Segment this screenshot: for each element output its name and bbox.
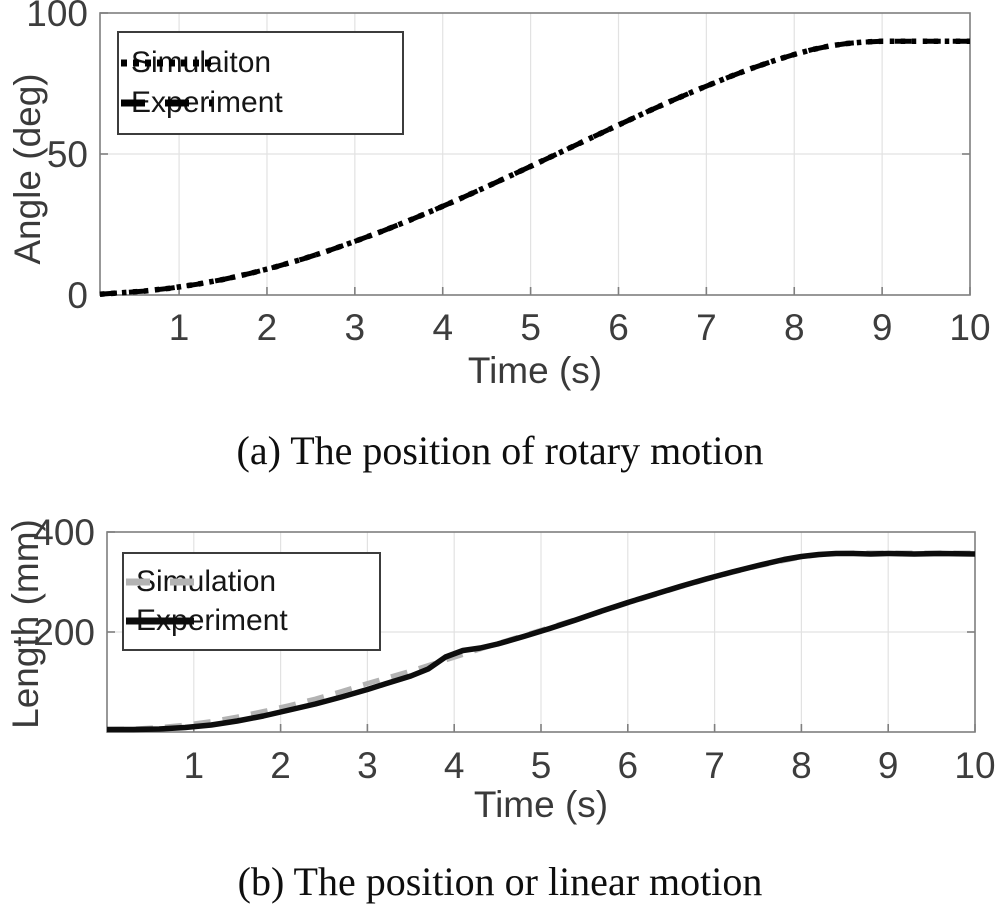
x-tick-label: 1 [184,745,205,786]
x-tick-label: 4 [444,745,465,786]
x-tick-label: 1 [169,307,190,348]
legend-label: Simulaiton [131,45,272,79]
y-tick-label: 100 [26,0,88,34]
rotary-x-axis-label: Time (s) [467,350,603,391]
linear-y-axis-label: Length (mm) [5,519,46,729]
caption-a: (a) The position of rotary motion [236,428,764,473]
linear-legend: Simulation Experiment [122,552,381,651]
legend-item-simulaiton: Simulaiton [121,45,394,79]
experiment-line-sample [121,99,212,107]
y-tick-label: 0 [67,275,88,316]
y-tick-label: 400 [33,512,95,553]
x-tick-label: 9 [872,307,893,348]
series-experiment-line [107,550,976,733]
x-tick-label: 7 [696,307,717,348]
x-tick-label: 8 [791,745,812,786]
x-tick-label: 3 [345,307,366,348]
x-tick-label: 5 [520,307,541,348]
x-tick-label: 6 [608,307,629,348]
y-tick-label: 200 [33,612,95,653]
simulation-line-sample [126,578,194,586]
linear-motion-plot: 1 2 3 4 5 6 7 8 9 10 200 400 [33,512,995,786]
x-tick-label: 3 [357,745,378,786]
x-tick-label: 2 [257,307,278,348]
rotary-legend: Simulaiton Experiment [117,31,404,135]
x-tick-label: 10 [949,307,990,348]
simulaiton-line-sample [121,59,212,67]
legend-label: Simulation [136,565,277,598]
series-experiment-line [99,38,970,297]
rotary-y-axis-label: Angle (deg) [7,73,48,265]
y-tick-label: 50 [47,134,88,175]
legend-item-experiment: Experiment [126,606,371,636]
axes-box [99,12,971,296]
axes-box [106,531,976,733]
x-tick-label: 6 [618,745,639,786]
x-tick-label: 5 [531,745,552,786]
legend-label: Experiment [131,86,283,120]
caption-b: (b) The position or linear motion [237,859,763,904]
x-tick-label: 9 [878,745,899,786]
x-tick-label: 8 [784,307,805,348]
x-tick-label: 2 [270,745,291,786]
experiment-line-sample [126,617,194,625]
legend-item-experiment: Experiment [121,86,394,120]
legend-item-simulation: Simulation [126,565,371,598]
x-tick-label: 7 [704,745,725,786]
x-tick-label: 4 [432,307,453,348]
linear-x-axis-label: Time (s) [473,784,609,825]
x-tick-label: 10 [954,745,995,786]
